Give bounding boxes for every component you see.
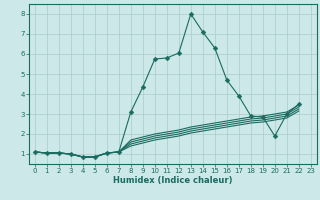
X-axis label: Humidex (Indice chaleur): Humidex (Indice chaleur) bbox=[113, 176, 233, 185]
